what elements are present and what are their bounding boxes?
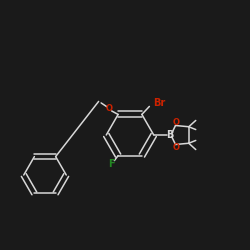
Text: O: O	[172, 118, 179, 127]
Text: B: B	[166, 130, 174, 140]
Text: Br: Br	[153, 98, 166, 108]
Text: O: O	[172, 143, 179, 152]
Text: O: O	[105, 104, 112, 113]
Text: F: F	[108, 159, 115, 169]
